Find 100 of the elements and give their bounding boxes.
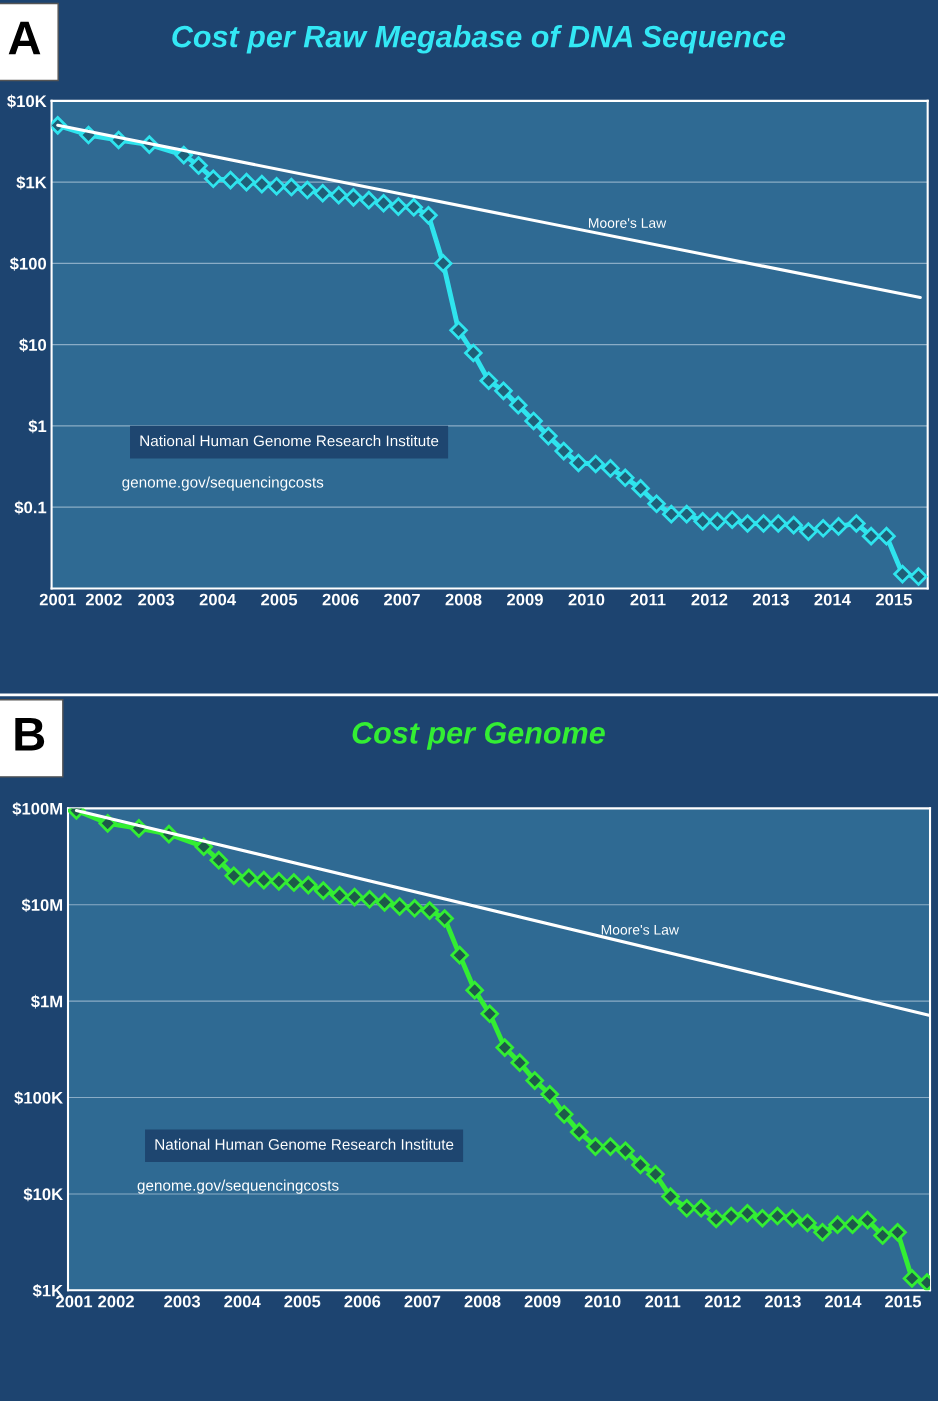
annotation: National Human Genome Research Institute <box>155 1138 454 1150</box>
x-tick-label: 2011 <box>645 1295 681 1308</box>
annotation: genome.gov/sequencingcosts <box>137 1179 339 1194</box>
x-tick-label: 2004 <box>199 593 237 606</box>
x-tick-label: 2011 <box>630 593 666 606</box>
point <box>813 519 833 538</box>
point <box>433 254 453 273</box>
point <box>480 1004 499 1024</box>
point <box>877 526 896 546</box>
point <box>647 494 666 514</box>
point <box>209 850 229 870</box>
y-tick-label: $10K <box>23 1187 63 1202</box>
chart-title: Cost per Genome <box>352 722 605 750</box>
point <box>299 875 318 895</box>
point <box>450 945 469 965</box>
point <box>449 321 468 340</box>
point <box>738 1204 757 1223</box>
point <box>524 411 543 431</box>
point <box>616 1141 635 1161</box>
point <box>282 177 301 197</box>
point <box>495 1038 514 1057</box>
point <box>224 866 244 885</box>
x-tick-label: 2008 <box>445 593 482 606</box>
x-tick-label: 2007 <box>404 1295 441 1308</box>
point <box>847 514 866 533</box>
point <box>267 177 286 196</box>
point <box>893 564 912 584</box>
point <box>569 1122 589 1142</box>
point <box>721 1206 741 1226</box>
point <box>204 169 223 189</box>
y-tick-label: $1 <box>28 419 47 434</box>
point <box>539 426 558 446</box>
point <box>329 185 348 205</box>
point <box>661 1187 680 1206</box>
point <box>753 1208 772 1228</box>
x-tick-label: 2002 <box>85 593 122 606</box>
point <box>359 190 379 210</box>
x-tick-label: 2006 <box>344 1295 381 1308</box>
point <box>221 170 240 190</box>
x-tick-label: 2013 <box>752 593 789 606</box>
point <box>631 1155 650 1175</box>
point <box>828 1215 847 1234</box>
point <box>237 172 256 192</box>
x-tick-label: 2007 <box>384 593 420 606</box>
point <box>799 522 818 541</box>
point <box>693 512 712 531</box>
point <box>360 890 379 909</box>
point <box>494 381 513 401</box>
point <box>389 197 408 216</box>
point <box>344 188 363 207</box>
point <box>269 872 289 891</box>
point <box>375 893 394 912</box>
point <box>861 526 881 546</box>
point <box>798 1213 817 1233</box>
point <box>615 468 635 488</box>
y-tick-label: $1K <box>16 175 47 190</box>
y-tick-label: $10M <box>21 898 63 913</box>
point <box>706 1209 726 1229</box>
x-tick-label: 2010 <box>584 1295 621 1308</box>
point <box>601 459 620 478</box>
x-tick-label: 2001 <box>39 593 76 606</box>
x-tick-label: 2005 <box>261 593 298 606</box>
x-tick-label: 2015 <box>875 593 912 606</box>
point <box>768 1206 787 1226</box>
point <box>783 1208 802 1228</box>
point <box>345 887 364 907</box>
point <box>902 1269 922 1288</box>
series-label: Moore's Law <box>601 925 679 935</box>
x-tick-label: 2013 <box>764 1295 801 1308</box>
point <box>419 206 438 225</box>
annotation: National Human Genome Research Institute <box>140 435 439 447</box>
point <box>813 1223 832 1242</box>
point <box>479 371 498 390</box>
point <box>858 1210 877 1230</box>
point <box>374 193 393 213</box>
x-tick-label: 2010 <box>568 593 605 606</box>
annotation: genome.gov/sequencingcosts <box>122 476 324 491</box>
point <box>508 395 528 415</box>
point <box>435 909 454 928</box>
point <box>464 343 483 363</box>
x-tick-label: 2003 <box>138 593 175 606</box>
point <box>465 980 484 1000</box>
y-tick-label: $100K <box>14 1091 63 1105</box>
point <box>420 901 439 920</box>
point <box>909 567 928 586</box>
line-series <box>68 808 931 1291</box>
point <box>829 517 848 536</box>
point <box>510 1053 529 1072</box>
point <box>586 454 605 474</box>
point <box>888 1223 907 1242</box>
x-tick-label: 2008 <box>464 1295 501 1308</box>
x-tick-label: 2005 <box>284 1295 321 1308</box>
y-tick-label: $10K <box>7 94 47 109</box>
x-tick-label: 2014 <box>824 1295 862 1308</box>
x-tick-label: 2014 <box>814 593 851 606</box>
point <box>525 1071 545 1090</box>
text: A <box>8 21 41 55</box>
series-label: Moore's Law <box>589 218 667 228</box>
point <box>631 479 650 498</box>
point <box>284 873 304 892</box>
